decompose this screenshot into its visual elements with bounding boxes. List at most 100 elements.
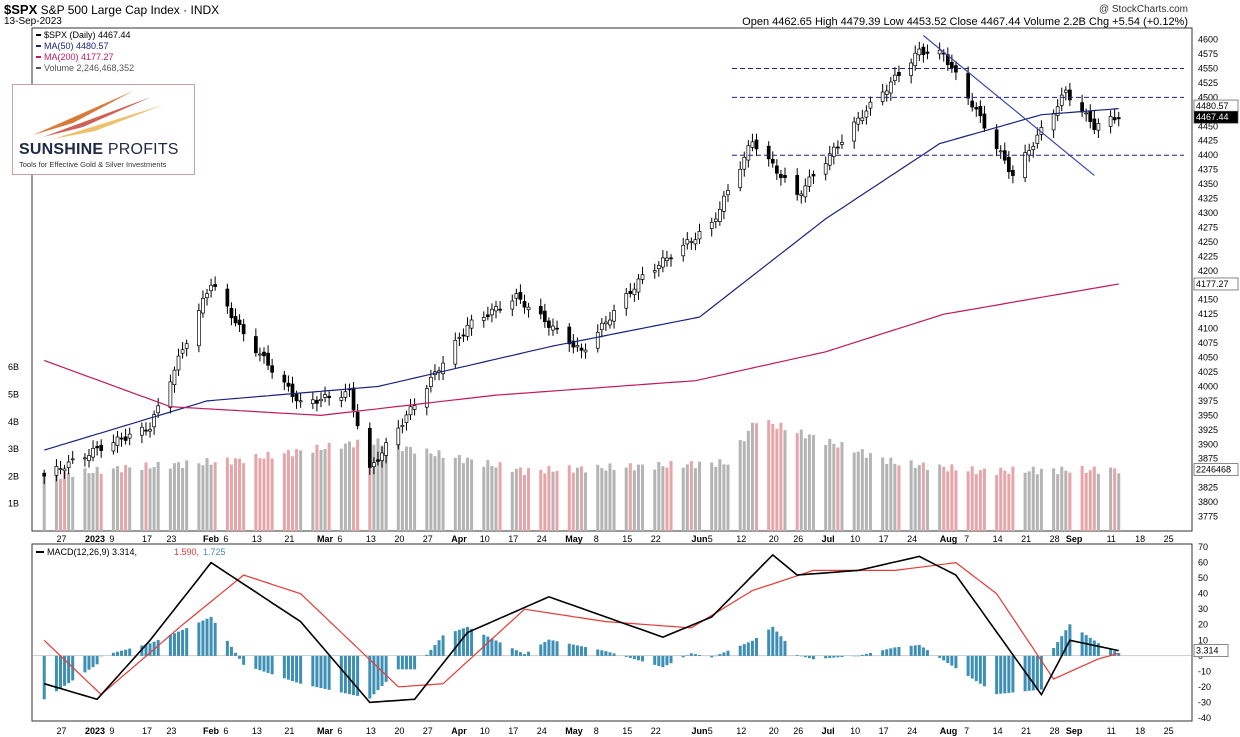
last-value-tag — [1193, 277, 1239, 291]
price-x-label: 10 — [850, 534, 860, 544]
volume-bar — [982, 468, 986, 531]
macd-histogram-bar — [120, 650, 124, 656]
candle-body — [66, 461, 71, 468]
macd-x-label: 27 — [56, 726, 66, 736]
candle-body — [1096, 123, 1101, 131]
symbol-name: S&P 500 Large Cap Index — [40, 3, 180, 17]
candle-body — [604, 321, 608, 325]
volume-bar — [604, 470, 608, 531]
macd-histogram-bar — [1023, 655, 1027, 692]
price-tick-label: 3800 — [1198, 497, 1218, 507]
price-x-label: 24 — [537, 534, 547, 544]
price-tick-label: 4225 — [1198, 251, 1218, 261]
ma200-line — [43, 283, 1119, 417]
volume-bar — [319, 449, 323, 531]
candle-body — [689, 241, 694, 243]
logo-name: SUNSHINE PROFITS — [19, 141, 179, 159]
volume-bar — [58, 478, 62, 531]
macd-histogram-bar — [547, 639, 551, 656]
macd-histogram-bar — [942, 655, 946, 661]
volume-bar — [681, 467, 685, 531]
candle-body — [937, 49, 942, 55]
macd-histogram-bar — [396, 655, 400, 670]
candle-body — [982, 113, 987, 129]
volume-bar — [115, 466, 119, 531]
volume-bar — [197, 463, 201, 531]
macd-histogram-bar — [156, 640, 160, 656]
volume-bar — [144, 462, 148, 531]
candle-body — [970, 100, 975, 108]
candle-body — [579, 347, 584, 351]
macd-tick-label: 10 — [1198, 635, 1208, 645]
volume-bar — [270, 458, 274, 531]
macd-histogram-bar — [91, 655, 95, 668]
macd-tick-label: 60 — [1198, 558, 1208, 568]
macd-legend-hist: 1.725 — [203, 547, 226, 557]
macd-histogram-bar — [775, 631, 779, 656]
macd-histogram-bar — [290, 655, 294, 682]
macd-x-label: 9 — [109, 726, 114, 736]
price-x-label: 20 — [769, 534, 779, 544]
macd-histogram-bar — [636, 655, 640, 661]
macd-histogram-bar — [856, 655, 860, 657]
macd-histogram-bar — [1080, 632, 1084, 656]
macd-histogram-bar — [799, 655, 803, 657]
candle-body — [599, 322, 604, 331]
price-x-label: 27 — [423, 534, 433, 544]
candle-body — [225, 288, 230, 307]
candle-body — [555, 327, 559, 330]
price-x-label: 25 — [1164, 534, 1174, 544]
price-x-label: 15 — [622, 534, 632, 544]
candle-body — [567, 326, 572, 345]
candle-body — [831, 146, 836, 157]
macd-histogram-bar — [832, 655, 836, 658]
candle-body — [168, 381, 173, 408]
candle-body — [87, 455, 91, 461]
macd-histogram-bar — [750, 640, 754, 656]
volume-bar — [262, 458, 266, 531]
volume-bar — [1039, 468, 1043, 531]
price-tick-label: 3950 — [1198, 410, 1218, 420]
macd-histogram-bar — [518, 652, 522, 656]
macd-histogram-bar — [714, 655, 718, 657]
candle-body — [310, 399, 315, 404]
volume-bar — [608, 463, 612, 531]
volume-bar — [437, 450, 441, 531]
candle-body — [380, 452, 384, 462]
volume-bar — [722, 464, 726, 531]
candle-body — [827, 153, 832, 166]
candle-body — [860, 117, 865, 121]
price-x-label: 17 — [142, 534, 152, 544]
volume-bar — [824, 444, 828, 531]
macd-histogram-bar — [1092, 640, 1096, 656]
volume-bar — [482, 466, 486, 531]
price-tick-label: 4150 — [1198, 295, 1218, 305]
volume-bar — [453, 457, 457, 531]
macd-histogram-bar — [510, 648, 514, 656]
price-tick-label: 4325 — [1198, 194, 1218, 204]
macd-histogram-bar — [433, 645, 437, 656]
price-tick-label: 4100 — [1198, 324, 1218, 334]
price-tick-label: 4600 — [1198, 35, 1218, 45]
volume-bar — [1003, 470, 1007, 531]
chart-date: 13-Sep-2023 — [4, 16, 62, 27]
macd-histogram-bar — [1052, 648, 1056, 656]
macd-x-label: 10 — [850, 726, 860, 736]
macd-histogram-bar — [807, 655, 811, 659]
macd-histogram-bar — [453, 631, 457, 656]
volume-bar — [168, 468, 172, 531]
macd-histogram-bar — [1084, 635, 1088, 656]
volume-bar — [803, 438, 807, 531]
macd-histogram-bar — [527, 651, 531, 656]
volume-bar — [522, 475, 526, 531]
candle-body — [343, 391, 348, 398]
price-x-label: 12 — [736, 534, 746, 544]
macd-histogram-bar — [893, 647, 897, 656]
trendline — [922, 35, 1095, 176]
volume-bar — [885, 463, 889, 531]
macd-histogram-bar — [803, 655, 807, 658]
volume-bar — [624, 467, 628, 531]
macd-tick-label: 70 — [1198, 542, 1208, 552]
candle-body — [205, 293, 209, 298]
macd-histogram-bar — [1113, 651, 1117, 656]
